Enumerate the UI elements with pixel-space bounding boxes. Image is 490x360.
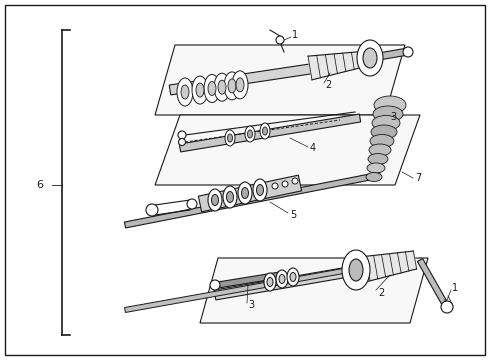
Ellipse shape — [369, 144, 391, 156]
Text: 1: 1 — [292, 30, 298, 40]
Ellipse shape — [363, 48, 377, 68]
Text: 1: 1 — [452, 283, 458, 293]
Polygon shape — [179, 114, 361, 152]
Ellipse shape — [208, 189, 222, 211]
Ellipse shape — [367, 163, 385, 173]
Ellipse shape — [208, 81, 216, 95]
Text: 3: 3 — [390, 112, 396, 122]
Ellipse shape — [228, 79, 236, 93]
Ellipse shape — [372, 116, 400, 130]
Circle shape — [178, 131, 186, 139]
Ellipse shape — [181, 85, 189, 99]
Ellipse shape — [242, 188, 248, 198]
Ellipse shape — [349, 259, 363, 281]
Circle shape — [187, 199, 197, 209]
Polygon shape — [369, 49, 406, 62]
Ellipse shape — [290, 273, 296, 282]
Circle shape — [146, 204, 158, 216]
Polygon shape — [124, 266, 361, 312]
Ellipse shape — [225, 130, 235, 146]
Polygon shape — [155, 115, 420, 185]
Ellipse shape — [276, 270, 288, 288]
Polygon shape — [124, 172, 381, 228]
Circle shape — [292, 178, 298, 184]
Ellipse shape — [214, 73, 230, 101]
Text: 2: 2 — [325, 80, 331, 90]
Ellipse shape — [204, 75, 220, 103]
Text: 4: 4 — [310, 143, 316, 153]
Text: 5: 5 — [290, 210, 296, 220]
Ellipse shape — [227, 134, 232, 142]
Text: 3: 3 — [248, 300, 254, 310]
Ellipse shape — [264, 273, 276, 291]
Circle shape — [210, 280, 220, 290]
Ellipse shape — [374, 96, 406, 114]
Ellipse shape — [287, 268, 299, 286]
Ellipse shape — [196, 83, 204, 97]
Polygon shape — [169, 55, 371, 95]
Ellipse shape — [260, 123, 270, 139]
Ellipse shape — [236, 78, 244, 92]
Polygon shape — [417, 258, 447, 306]
Ellipse shape — [357, 40, 383, 76]
Text: 2: 2 — [378, 288, 384, 298]
Ellipse shape — [247, 130, 252, 138]
Ellipse shape — [267, 278, 273, 287]
Ellipse shape — [177, 78, 193, 106]
Ellipse shape — [245, 126, 255, 142]
Polygon shape — [218, 272, 280, 288]
Circle shape — [272, 183, 278, 189]
Circle shape — [178, 139, 186, 145]
Circle shape — [276, 36, 284, 44]
Polygon shape — [308, 51, 371, 80]
Ellipse shape — [373, 106, 403, 122]
Ellipse shape — [371, 125, 397, 139]
Polygon shape — [214, 265, 361, 300]
Polygon shape — [155, 45, 405, 115]
Ellipse shape — [218, 80, 226, 94]
Ellipse shape — [263, 127, 268, 135]
Circle shape — [282, 181, 288, 187]
Polygon shape — [200, 258, 428, 323]
Ellipse shape — [256, 184, 264, 195]
Ellipse shape — [368, 153, 388, 165]
Circle shape — [403, 47, 413, 57]
Ellipse shape — [224, 72, 240, 100]
Polygon shape — [358, 251, 416, 283]
Ellipse shape — [342, 250, 370, 290]
Polygon shape — [198, 175, 302, 212]
Ellipse shape — [253, 179, 267, 201]
Ellipse shape — [366, 172, 382, 181]
Ellipse shape — [370, 135, 394, 148]
Ellipse shape — [212, 194, 219, 206]
Circle shape — [441, 301, 453, 313]
Ellipse shape — [223, 186, 237, 208]
Text: 7: 7 — [415, 173, 421, 183]
Ellipse shape — [279, 274, 285, 284]
Text: 6: 6 — [36, 180, 44, 190]
Ellipse shape — [226, 192, 234, 202]
Ellipse shape — [238, 182, 252, 204]
Ellipse shape — [192, 76, 208, 104]
Ellipse shape — [232, 71, 248, 99]
